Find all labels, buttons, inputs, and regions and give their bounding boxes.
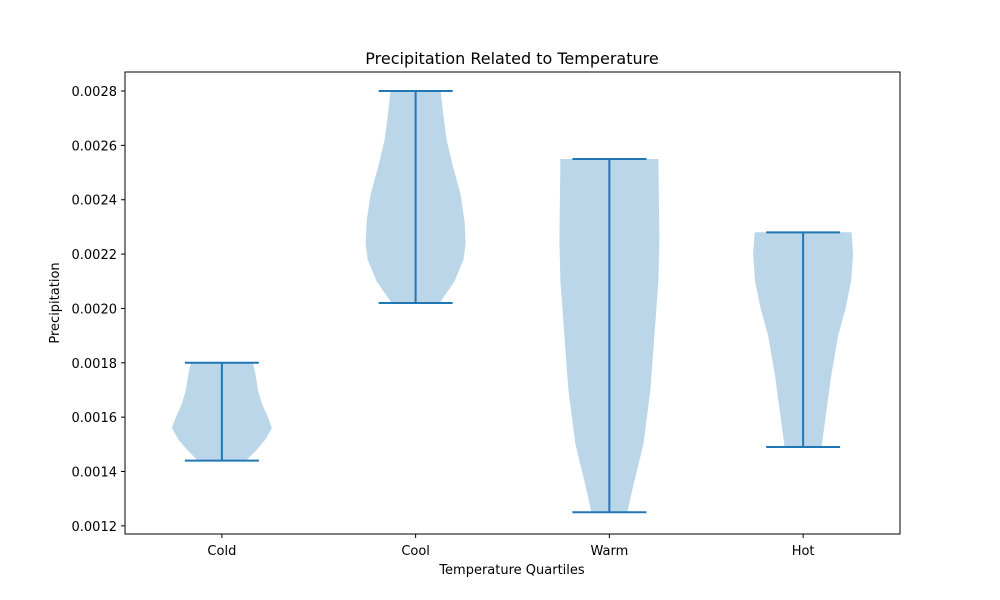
x-tick-label: Warm (590, 544, 628, 559)
y-tick-label: 0.0020 (72, 302, 118, 317)
x-tick-label: Cold (207, 544, 236, 559)
x-tick-label: Hot (792, 544, 815, 559)
y-tick-label: 0.0018 (72, 357, 118, 372)
y-tick-label: 0.0026 (72, 139, 118, 154)
x-axis-ticks: Cold Cool Warm Hot (207, 534, 815, 559)
violin-layer (171, 90, 854, 514)
violin-warm (559, 157, 660, 514)
y-tick-label: 0.0016 (72, 411, 118, 426)
x-tick-label: Cool (401, 544, 430, 559)
y-tick-label: 0.0012 (72, 520, 118, 535)
y-tick-label: 0.0028 (72, 85, 118, 100)
y-tick-label: 0.0024 (72, 194, 118, 209)
y-tick-label: 0.0014 (72, 465, 118, 480)
y-axis-label: Precipitation (48, 262, 63, 343)
chart-title: Precipitation Related to Temperature (365, 49, 658, 68)
y-axis-ticks: 0.0012 0.0014 0.0016 0.0018 0.0020 0.0022 0.00… (72, 85, 125, 535)
violin-hot (753, 231, 854, 449)
y-tick-label: 0.0022 (72, 248, 118, 263)
violin-cold (171, 361, 272, 462)
x-axis-label: Temperature Quartiles (438, 563, 585, 578)
plot-frame (124, 71, 901, 535)
violin-cool (365, 90, 466, 304)
